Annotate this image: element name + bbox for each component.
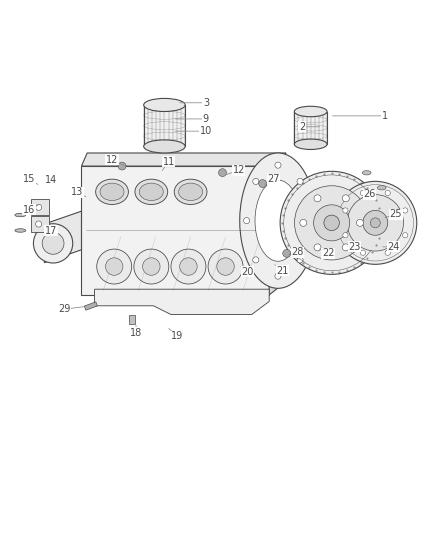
Text: 1: 1 — [332, 111, 388, 121]
Circle shape — [275, 273, 281, 279]
Bar — [31, 199, 49, 215]
Ellipse shape — [294, 139, 327, 149]
Circle shape — [35, 221, 42, 227]
Circle shape — [244, 217, 250, 224]
Polygon shape — [81, 153, 286, 166]
Bar — [144, 105, 185, 147]
Text: 3: 3 — [180, 98, 209, 108]
Text: 23: 23 — [348, 242, 360, 252]
Polygon shape — [95, 289, 269, 314]
Ellipse shape — [378, 185, 386, 190]
Ellipse shape — [100, 183, 124, 200]
Ellipse shape — [139, 183, 163, 200]
Circle shape — [180, 258, 197, 275]
Circle shape — [343, 244, 350, 251]
Text: 12: 12 — [226, 165, 245, 175]
Circle shape — [300, 220, 307, 227]
Text: 15: 15 — [23, 174, 38, 184]
Ellipse shape — [255, 180, 301, 261]
Text: 9: 9 — [175, 114, 209, 124]
Text: 27: 27 — [265, 174, 280, 184]
Text: 2: 2 — [299, 122, 319, 132]
Text: 29: 29 — [58, 304, 84, 314]
Ellipse shape — [144, 140, 185, 153]
Circle shape — [360, 190, 366, 196]
Text: 28: 28 — [289, 247, 304, 257]
Circle shape — [219, 169, 226, 176]
Bar — [130, 314, 135, 324]
Circle shape — [97, 249, 132, 284]
Text: 22: 22 — [319, 248, 334, 259]
Circle shape — [371, 218, 380, 228]
Circle shape — [334, 181, 417, 264]
Text: 13: 13 — [71, 187, 86, 197]
Circle shape — [306, 217, 312, 224]
Circle shape — [347, 195, 403, 251]
Ellipse shape — [144, 99, 185, 111]
Bar — [31, 216, 49, 232]
Circle shape — [343, 232, 348, 238]
Circle shape — [385, 250, 390, 255]
Text: 17: 17 — [45, 225, 57, 236]
Ellipse shape — [95, 179, 128, 205]
Polygon shape — [44, 211, 81, 263]
Circle shape — [33, 224, 73, 263]
Text: 18: 18 — [130, 326, 142, 338]
Circle shape — [171, 249, 206, 284]
Bar — [294, 111, 327, 144]
Circle shape — [314, 205, 350, 241]
Circle shape — [253, 179, 259, 184]
Ellipse shape — [135, 179, 168, 205]
Text: 10: 10 — [175, 126, 212, 136]
Bar — [85, 302, 97, 310]
Circle shape — [385, 190, 390, 196]
Text: 26: 26 — [363, 189, 376, 199]
Circle shape — [42, 232, 64, 254]
Circle shape — [253, 257, 259, 263]
Circle shape — [134, 249, 169, 284]
Bar — [81, 166, 269, 295]
Ellipse shape — [15, 213, 26, 217]
Text: 21: 21 — [275, 265, 289, 276]
Text: 11: 11 — [162, 157, 175, 171]
Text: 16: 16 — [23, 205, 38, 215]
Circle shape — [360, 250, 366, 255]
Circle shape — [259, 180, 267, 188]
Circle shape — [363, 211, 388, 235]
Circle shape — [143, 258, 160, 275]
Text: 19: 19 — [169, 328, 184, 341]
Text: 20: 20 — [241, 266, 254, 277]
Text: 14: 14 — [45, 175, 57, 185]
Ellipse shape — [294, 106, 327, 117]
Circle shape — [357, 220, 364, 227]
Circle shape — [403, 208, 408, 213]
Circle shape — [118, 162, 126, 170]
Ellipse shape — [179, 183, 203, 200]
Circle shape — [297, 179, 303, 184]
Text: 12: 12 — [106, 155, 125, 166]
Text: 24: 24 — [383, 242, 400, 252]
Circle shape — [280, 171, 383, 274]
Circle shape — [106, 258, 123, 275]
Ellipse shape — [362, 171, 371, 175]
Ellipse shape — [15, 229, 26, 232]
Circle shape — [35, 204, 42, 211]
Ellipse shape — [240, 153, 316, 288]
Circle shape — [324, 215, 339, 231]
Circle shape — [343, 195, 350, 202]
Circle shape — [314, 244, 321, 251]
Circle shape — [208, 249, 243, 284]
Circle shape — [343, 208, 348, 213]
Circle shape — [314, 195, 321, 202]
Circle shape — [217, 258, 234, 275]
Circle shape — [403, 232, 408, 238]
Circle shape — [297, 257, 303, 263]
Circle shape — [294, 185, 369, 260]
Circle shape — [275, 162, 281, 168]
Text: 25: 25 — [385, 209, 402, 219]
Polygon shape — [269, 153, 286, 295]
Ellipse shape — [174, 179, 207, 205]
Circle shape — [283, 249, 290, 257]
